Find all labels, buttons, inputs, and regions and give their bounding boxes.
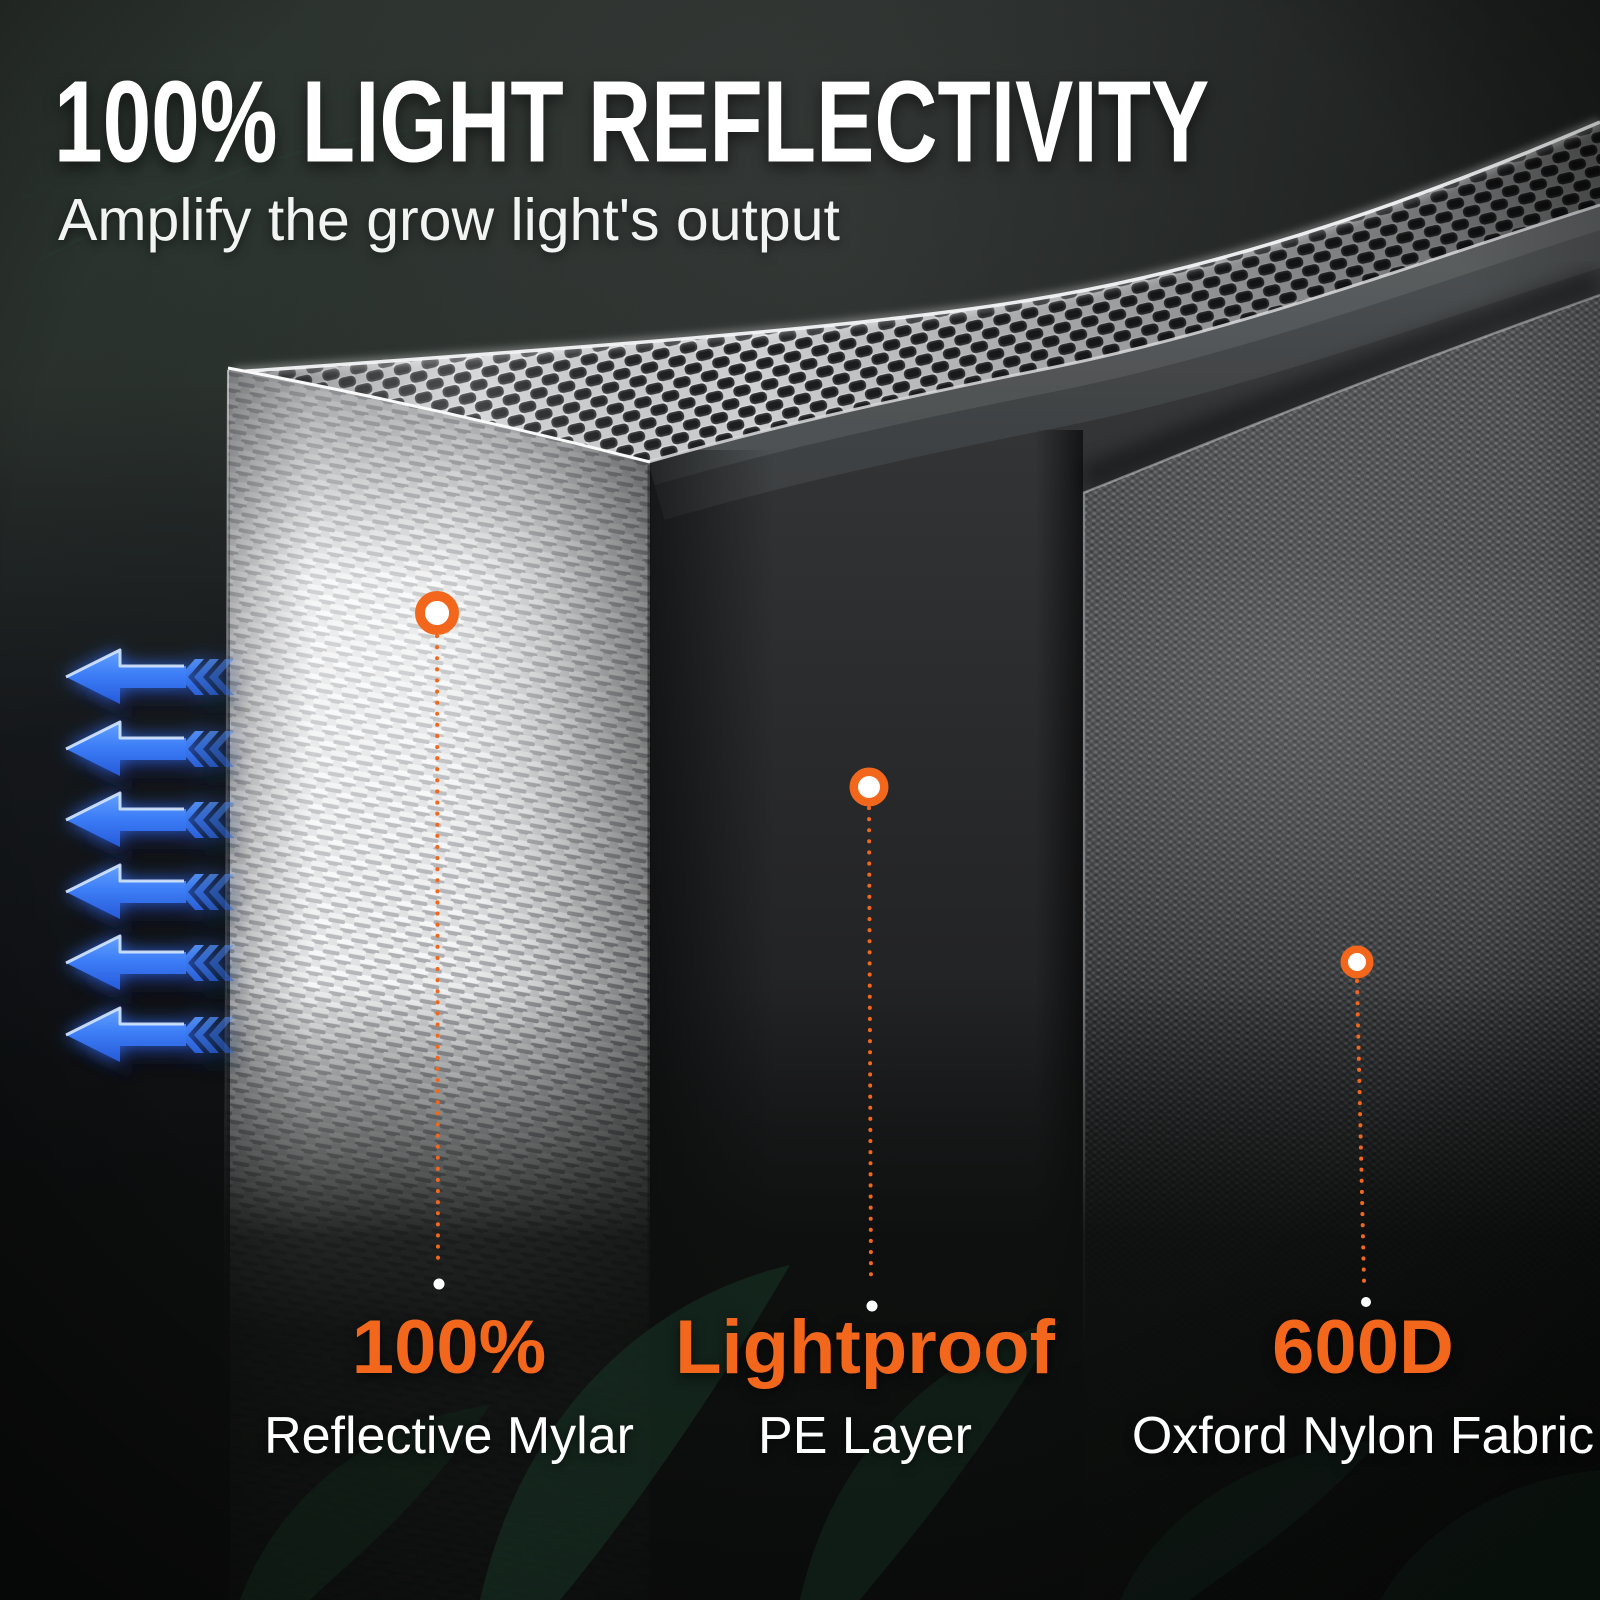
glow-left-arrow-icon bbox=[65, 863, 246, 937]
page-subtitle: Amplify the grow light's output bbox=[58, 187, 840, 253]
reflection-arrows bbox=[65, 648, 246, 1080]
layer-callout: 600D bbox=[1272, 1305, 1454, 1390]
callout-marker-pe bbox=[849, 767, 889, 1312]
layer-name: Oxford Nylon Fabric bbox=[1131, 1407, 1595, 1465]
layer-callout: 100% bbox=[351, 1305, 547, 1390]
leaf-decoration bbox=[240, 1265, 1600, 1600]
label-column-oxford: 600D Oxford Nylon Fabric bbox=[1128, 1305, 1598, 1465]
glow-left-arrow-icon bbox=[65, 720, 246, 794]
glow-left-arrow-icon bbox=[65, 1006, 246, 1080]
glow-left-arrow-icon bbox=[65, 934, 246, 1008]
layer-callout: Lightproof bbox=[675, 1305, 1055, 1390]
label-column-mylar: 100% Reflective Mylar bbox=[214, 1305, 684, 1465]
callout-marker-mylar bbox=[415, 591, 459, 1290]
layer-name: PE Layer bbox=[758, 1407, 972, 1465]
callout-dotted-line bbox=[435, 634, 440, 1264]
glow-left-arrow-icon bbox=[65, 791, 246, 865]
callout-marker-oxford bbox=[1340, 945, 1374, 1307]
label-column-pe: Lightproof PE Layer bbox=[630, 1305, 1100, 1465]
glow-left-arrow-icon bbox=[65, 648, 246, 722]
callout-markers bbox=[415, 591, 1374, 1312]
layer-name: Reflective Mylar bbox=[264, 1407, 634, 1465]
callout-dotted-line bbox=[867, 806, 873, 1286]
page-title: 100% LIGHT REFLECTIVITY bbox=[54, 57, 1210, 188]
